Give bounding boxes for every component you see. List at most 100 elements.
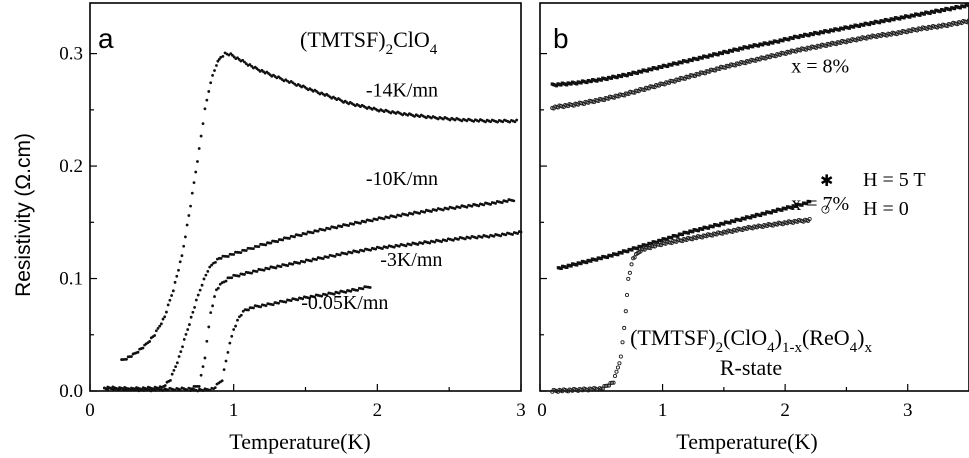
data-point <box>680 61 684 65</box>
data-point <box>477 204 481 208</box>
data-point <box>154 329 158 333</box>
data-point <box>364 220 367 224</box>
data-point <box>175 274 179 278</box>
annotation-label: x = 7% <box>791 193 849 215</box>
data-point <box>216 286 220 290</box>
data-point <box>311 231 315 235</box>
data-point <box>565 83 569 87</box>
series-label: -3K/mn <box>380 249 442 271</box>
panel-b-points <box>550 3 969 394</box>
data-point <box>228 341 232 345</box>
panel-b-title: (TMTSF)2(ClO4)1-x(ReO4)x <box>630 325 872 356</box>
data-point <box>499 234 503 238</box>
legend-symbol-0: ○ <box>820 199 831 219</box>
data-point <box>347 224 350 228</box>
data-point <box>387 216 391 220</box>
data-point <box>404 244 408 248</box>
series-label: -0.05K/mn <box>301 292 388 314</box>
data-point <box>781 39 785 43</box>
data-point <box>211 74 214 77</box>
data-point <box>315 258 318 262</box>
data-point <box>248 63 252 66</box>
data-point <box>720 51 725 56</box>
data-point <box>888 19 892 23</box>
data-point <box>787 38 791 42</box>
data-point <box>362 249 366 253</box>
data-point <box>569 82 573 86</box>
data-point <box>299 234 303 237</box>
legend-label-5t: H = 5 T <box>863 169 926 191</box>
data-point <box>440 240 443 244</box>
series-points <box>550 3 969 88</box>
panel-a-xlabel: Temperature(K) <box>229 429 370 454</box>
data-point <box>794 204 798 209</box>
data-point <box>276 240 280 244</box>
data-point <box>304 232 308 236</box>
data-point <box>500 201 504 205</box>
data-point <box>428 241 432 245</box>
data-point <box>611 380 616 385</box>
data-point <box>207 325 211 329</box>
data-point <box>766 42 771 46</box>
data-point <box>463 237 467 241</box>
panel-a-title-sub2: 4 <box>430 42 438 58</box>
data-point <box>453 207 457 211</box>
data-point <box>252 247 255 251</box>
data-point <box>645 243 650 248</box>
data-point <box>208 265 212 269</box>
data-point <box>617 361 622 366</box>
data-point <box>632 255 637 260</box>
data-point <box>666 64 670 69</box>
data-point <box>130 388 134 392</box>
data-point <box>575 263 579 267</box>
data-point <box>441 208 445 212</box>
data-point <box>480 235 484 239</box>
data-point <box>180 254 184 258</box>
data-point <box>445 239 449 243</box>
panel-b-title-sub: 2 <box>716 340 724 356</box>
data-point <box>203 107 207 111</box>
data-point <box>205 98 209 102</box>
data-point <box>213 386 217 390</box>
panel-b-title-sub2: 4 <box>767 340 775 356</box>
data-point <box>218 282 222 286</box>
series-points <box>556 199 812 271</box>
panel-b: 0 1 2 3 x = 8% x = 7% b ✱ H = 5 T ○ H = 0 (T… <box>537 2 969 454</box>
x-tick-label: 1 <box>658 400 668 421</box>
data-point <box>397 244 401 248</box>
data-point <box>237 274 241 278</box>
data-point <box>585 80 589 85</box>
data-point <box>224 279 228 283</box>
panel-b-subtitle: R-state <box>720 355 782 380</box>
data-point <box>418 211 421 215</box>
data-point <box>706 55 710 59</box>
panel-b-title-sub3: 1-x <box>782 340 802 356</box>
data-point <box>717 224 721 228</box>
data-point <box>156 327 160 330</box>
data-point <box>382 217 386 221</box>
data-point <box>189 204 192 208</box>
data-point <box>595 79 599 83</box>
x-tick-label: 3 <box>516 400 526 421</box>
data-point <box>310 259 313 263</box>
data-point <box>255 270 259 273</box>
data-point <box>239 313 243 317</box>
panel-b-title-rest2: ) <box>775 325 782 350</box>
data-point <box>430 210 433 213</box>
data-point <box>774 209 778 213</box>
data-point <box>559 266 563 271</box>
data-point <box>244 249 248 252</box>
data-point <box>190 191 194 195</box>
data-point <box>118 388 122 392</box>
data-point <box>281 238 285 242</box>
y-tick-label: 0.1 <box>59 269 83 290</box>
data-point <box>259 305 263 309</box>
data-point <box>821 31 825 35</box>
data-point <box>289 299 293 303</box>
data-point <box>423 210 427 214</box>
data-point <box>736 48 740 52</box>
panel-a-points <box>102 51 523 393</box>
panel-a: 0 1 2 3 0.0 0.1 0.2 0.3 -14K/mn -10K/mn -3K/mn -0.… <box>59 2 526 454</box>
panel-a-frame <box>89 2 522 392</box>
legend-symbol-5t: ✱ <box>820 173 833 190</box>
